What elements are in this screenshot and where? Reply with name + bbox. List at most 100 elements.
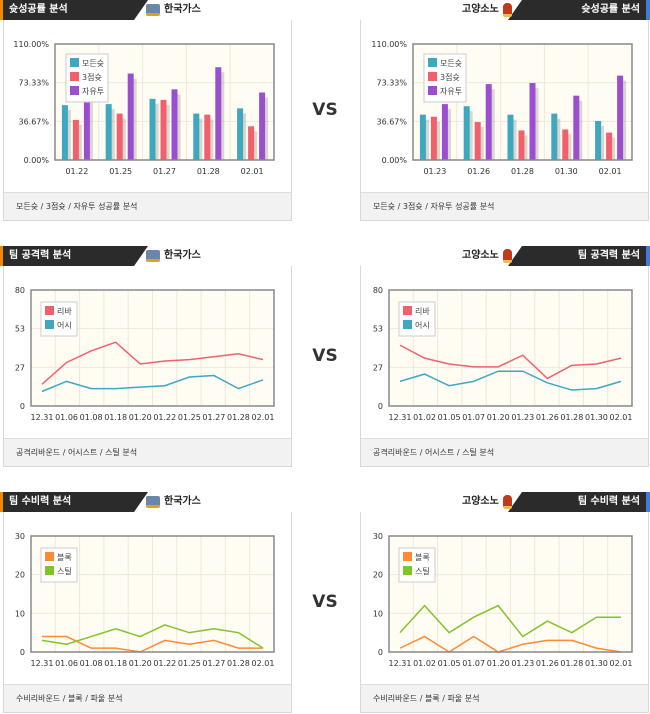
team-name: 한국가스 <box>164 496 201 507</box>
x-tick-label: 01.02 <box>413 659 436 668</box>
chart-footer: 모든슛 / 3점슛 / 자유투 성공률 분석 <box>361 192 648 220</box>
x-tick-label: 01.02 <box>413 413 436 422</box>
legend-label: 모든슛 <box>440 59 462 68</box>
y-tick-label: 30 <box>15 532 25 541</box>
x-tick-label: 01.23 <box>511 413 534 422</box>
x-tick-label: 01.20 <box>487 659 510 668</box>
legend-label: 스틸 <box>415 566 430 576</box>
bar <box>83 96 90 160</box>
y-tick-label: 110.00% <box>371 40 407 49</box>
x-tick-label: 01.22 <box>153 413 176 422</box>
y-tick-label: 20 <box>373 571 383 580</box>
x-tick-label: 01.22 <box>153 659 176 668</box>
vs-label: VS <box>312 592 338 612</box>
x-tick-label: 01.28 <box>227 659 250 668</box>
chart-footer: 수비리바운드 / 블록 / 파울 분석 <box>4 684 291 712</box>
bar-shadow <box>488 89 495 160</box>
y-tick-label: 10 <box>15 609 25 618</box>
y-tick-label: 20 <box>15 571 25 580</box>
offense-panel-home: 공격리바운드 / 어시스트 / 스틸 분석 팀 공격력 분석 한국가스 80 53… <box>0 246 292 468</box>
team-label: 고양소노 <box>462 248 512 264</box>
series-line <box>399 344 622 380</box>
bar <box>606 132 613 160</box>
x-tick-label: 12.31 <box>31 659 54 668</box>
y-tick-label: 36.67% <box>376 117 407 126</box>
x-tick-label: 01.30 <box>585 413 608 422</box>
bar <box>215 67 222 160</box>
legend-label: 어시 <box>415 320 430 330</box>
y-tick-label: 0.00% <box>24 156 50 165</box>
y-tick-label: 0 <box>20 648 25 657</box>
legend-label: 3점슛 <box>82 72 102 82</box>
legend-swatch <box>45 566 54 575</box>
legend-swatch <box>403 566 412 575</box>
legend-label: 리바 <box>415 306 430 316</box>
legend-swatch <box>45 306 54 315</box>
series-line <box>41 341 264 385</box>
bar <box>529 83 536 160</box>
chart-footer: 공격리바운드 / 어시스트 / 스틸 분석 <box>4 438 291 466</box>
team-label: 한국가스 <box>146 494 201 510</box>
legend-label: 블록 <box>415 552 430 562</box>
bar <box>171 89 178 160</box>
y-tick-label: 10 <box>373 609 383 618</box>
legend-swatch <box>403 306 412 315</box>
team-name: 한국가스 <box>164 4 201 15</box>
legend-swatch <box>428 86 437 95</box>
bar <box>485 84 492 160</box>
legend-swatch <box>428 72 437 81</box>
bar <box>474 122 481 160</box>
bar <box>61 105 68 160</box>
team-label: 한국가스 <box>146 248 201 264</box>
y-tick-label: 53 <box>373 325 383 334</box>
x-tick-label: 01.18 <box>104 659 127 668</box>
y-tick-label: 27 <box>373 363 383 372</box>
plot-border <box>388 289 633 407</box>
chart-footer: 공격리바운드 / 어시스트 / 스틸 분석 <box>361 438 648 466</box>
team-name: 고양소노 <box>462 250 499 261</box>
legend-label: 리바 <box>57 306 72 316</box>
legend-box <box>398 301 436 337</box>
kogas-logo-icon <box>146 250 160 262</box>
chart-footer: 수비리바운드 / 블록 / 파울 분석 <box>361 684 648 712</box>
x-tick-label: 01.23 <box>423 167 446 176</box>
section-title: 팀 공격력 분석 <box>0 246 148 266</box>
legend-swatch <box>403 320 412 329</box>
bar <box>248 126 255 160</box>
x-tick-label: 01.30 <box>585 659 608 668</box>
series-line <box>399 635 622 653</box>
offense-panel-away: 공격리바운드 / 어시스트 / 스틸 분석 팀 공격력 분석 고양소노 80 53… <box>358 246 650 468</box>
x-tick-label: 01.23 <box>511 659 534 668</box>
x-tick-label: 01.30 <box>555 167 578 176</box>
y-tick-label: 36.67% <box>18 117 49 126</box>
x-tick-label: 12.31 <box>389 413 412 422</box>
x-tick-label: 01.26 <box>467 167 490 176</box>
bar-shadow <box>477 127 484 160</box>
y-tick-label: 27 <box>15 363 25 372</box>
x-tick-label: 01.27 <box>202 413 225 422</box>
team-name: 고양소노 <box>462 496 499 507</box>
shooting-chart-home: 110.00% 73.33% 36.67% 0.00% 01.22 01.25 01.27 0… <box>13 40 275 176</box>
x-tick-label: 01.08 <box>80 659 103 668</box>
bar <box>518 130 525 160</box>
team-name: 고양소노 <box>462 4 499 15</box>
y-tick-label: 53 <box>15 325 25 334</box>
legend-label: 모든슛 <box>82 59 104 68</box>
kogas-logo-icon <box>146 4 160 16</box>
bar <box>463 106 470 160</box>
x-tick-label: 01.27 <box>202 659 225 668</box>
section-title: 팀 수비력 분석 <box>0 492 148 512</box>
x-tick-label: 01.06 <box>55 659 78 668</box>
team-label: 고양소노 <box>462 2 512 18</box>
y-tick-label: 0 <box>378 402 383 411</box>
y-tick-label: 110.00% <box>13 40 49 49</box>
x-tick-label: 01.07 <box>462 659 485 668</box>
y-tick-label: 30 <box>373 532 383 541</box>
series-line <box>41 624 264 649</box>
bar <box>573 95 580 160</box>
series-line <box>399 604 621 638</box>
